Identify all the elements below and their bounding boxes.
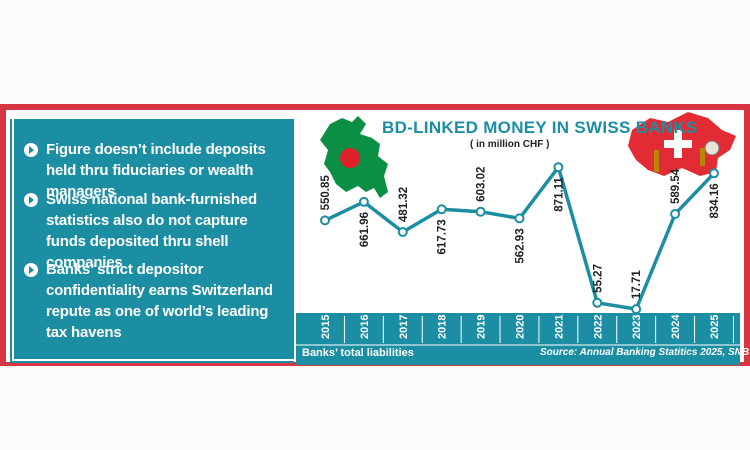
data-point	[475, 206, 486, 217]
data-point	[631, 304, 642, 315]
data-label: 55.27	[592, 264, 604, 293]
data-label: 562.93	[515, 228, 527, 263]
data-label: 617.73	[437, 219, 449, 254]
info-bullet-text: Figure doesn’t include deposits held thr…	[46, 141, 266, 200]
data-labels: 550.85 661.96 481.32 617.73 603.02 562.93 871.…	[320, 167, 721, 300]
info-bullet-3: Banks’ strict depositor confidentiality …	[24, 259, 286, 343]
x-axis-band	[296, 313, 740, 346]
bullet-arrow-icon	[24, 143, 38, 157]
data-label: 589.54	[670, 168, 682, 204]
data-point	[670, 209, 681, 219]
x-tick-label: 2020	[515, 315, 527, 339]
data-point	[709, 168, 719, 179]
x-tick-dividers	[343, 316, 734, 343]
info-bullet-text: Swiss national bank-furnished statistics…	[46, 191, 257, 271]
data-label: 17.71	[631, 270, 643, 299]
x-tick-label: 2022	[592, 315, 604, 339]
x-tick-label: 2019	[476, 315, 488, 339]
info-bullet-2: Swiss national bank-furnished statistics…	[24, 189, 286, 273]
data-label: 481.32	[398, 187, 410, 222]
x-tick-label: 2024	[670, 314, 682, 339]
data-points	[320, 162, 719, 315]
data-point	[553, 162, 564, 173]
data-label: 603.02	[476, 167, 488, 202]
x-tick-label: 2021	[553, 315, 565, 339]
x-tick-label: 2016	[359, 315, 371, 339]
bullet-arrow-icon	[24, 193, 38, 207]
data-point	[320, 215, 330, 226]
data-label: 834.16	[709, 183, 721, 218]
chart-title: BD-LINKED MONEY IN SWISS BANKS	[382, 118, 698, 137]
x-axis-label: Banks’ total liabilities	[302, 347, 414, 359]
x-tick-label: 2015	[320, 315, 332, 339]
source-note: Source: Annual Banking Statitics 2025, S…	[540, 347, 750, 358]
switzerland-map-icon	[628, 112, 736, 176]
data-point	[592, 297, 603, 308]
data-point	[514, 213, 525, 224]
data-point	[397, 227, 408, 237]
x-tick-label: 2025	[709, 315, 721, 339]
info-bullet-1: Figure doesn’t include deposits held thr…	[24, 139, 286, 202]
data-label: 550.85	[320, 175, 332, 211]
info-panel: Figure doesn’t include deposits held thr…	[12, 117, 296, 361]
bullet-arrow-icon	[24, 263, 38, 277]
x-tick-label: 2018	[437, 315, 449, 339]
data-label: 871.11	[553, 177, 565, 212]
chart-subtitle: ( in million CHF )	[470, 139, 550, 150]
data-point	[436, 204, 447, 215]
x-tick-labels: 2015 2016 2017 2018 2019 2020 2021 2022 2023 2024…	[320, 314, 721, 339]
bangladesh-map-icon	[320, 116, 388, 198]
data-point	[358, 196, 369, 207]
x-tick-label: 2023	[631, 315, 643, 339]
data-label: 661.96	[359, 212, 371, 247]
footer-band	[296, 345, 740, 365]
x-tick-label: 2017	[398, 315, 410, 339]
info-bullet-text: Banks’ strict depositor confidentiality …	[46, 261, 273, 341]
